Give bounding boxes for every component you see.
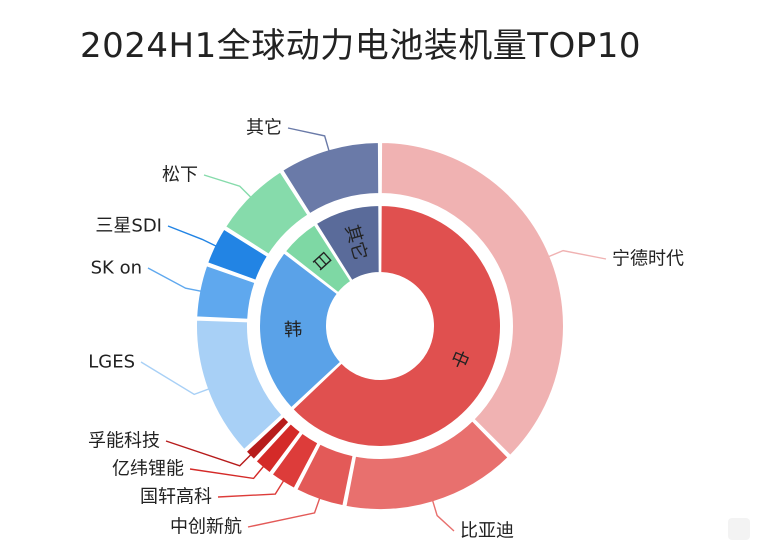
- leader-line-6: [140, 361, 214, 396]
- outer-label-4: 亿纬锂能: [112, 459, 184, 480]
- outer-label-2: 中创新航: [170, 517, 242, 538]
- outer-slice-7: [195, 263, 257, 321]
- outer-label-6: LGES: [88, 352, 135, 373]
- outer-slice-5: [244, 414, 291, 462]
- inner-slice-0: [290, 203, 502, 448]
- leader-line-10: [287, 127, 331, 156]
- outer-label-3: 国轩高科: [140, 487, 212, 508]
- outer-label-10: 其它: [246, 118, 282, 139]
- leader-line-8: [167, 225, 221, 249]
- outer-label-9: 松下: [162, 165, 198, 186]
- outer-slice-9: [223, 169, 310, 257]
- inner-slice-2: [283, 222, 353, 295]
- inner-label-1: 韩: [284, 319, 303, 341]
- outer-label-1: 比亚迪: [460, 521, 514, 542]
- inner-slice-3: [314, 203, 381, 283]
- outer-slice-3: [270, 431, 320, 491]
- outer-slice-8: [205, 227, 270, 283]
- page-fold-corner: [728, 518, 750, 540]
- outer-slice-6: [195, 318, 284, 452]
- outer-slice-1: [344, 418, 511, 511]
- outer-slice-10: [280, 140, 381, 216]
- leader-line-1: [430, 496, 455, 532]
- outer-label-5: 孚能科技: [88, 431, 160, 452]
- leader-line-9: [203, 174, 255, 201]
- leader-line-2: [247, 493, 322, 528]
- leader-line-0: [544, 249, 607, 260]
- leader-line-5: [165, 440, 255, 467]
- outer-label-7: SK on: [91, 258, 142, 279]
- leader-line-7: [147, 267, 206, 293]
- leader-line-3: [217, 476, 287, 498]
- outer-label-8: 三星SDI: [95, 216, 162, 237]
- leader-line-4: [189, 462, 267, 480]
- outer-slice-4: [254, 421, 303, 475]
- chart-title: 2024H1全球动力电池装机量TOP10: [80, 26, 642, 66]
- outer-slice-0: [379, 140, 565, 458]
- outer-slice-2: [294, 442, 355, 508]
- outer-label-0: 宁德时代: [612, 249, 684, 270]
- inner-slice-1: [258, 251, 343, 410]
